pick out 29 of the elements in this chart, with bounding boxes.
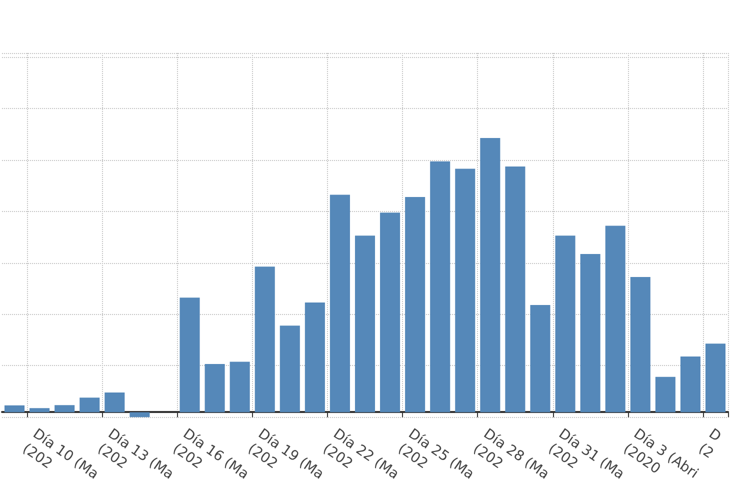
bar <box>254 266 275 412</box>
bar <box>54 405 75 412</box>
bar <box>380 212 400 412</box>
bar <box>330 194 350 412</box>
bar <box>204 364 225 412</box>
bar <box>405 196 426 412</box>
bar <box>130 412 150 418</box>
bar <box>30 408 50 412</box>
bar <box>180 298 200 412</box>
bar <box>80 398 100 412</box>
bar <box>304 302 325 412</box>
bar <box>530 305 550 412</box>
bar <box>605 226 626 412</box>
bar <box>104 392 125 412</box>
bar <box>580 254 600 412</box>
bar <box>230 362 250 412</box>
bar <box>4 405 25 412</box>
bar <box>505 166 526 412</box>
bar <box>705 344 726 412</box>
bar <box>655 376 676 412</box>
x-tick-label: D (2 <box>695 426 724 462</box>
bar <box>280 326 300 412</box>
bar <box>680 356 700 412</box>
bar <box>430 161 450 412</box>
bar <box>480 138 500 412</box>
bar <box>630 277 650 412</box>
bar <box>555 236 576 412</box>
bar <box>455 168 476 412</box>
bar <box>354 236 376 412</box>
